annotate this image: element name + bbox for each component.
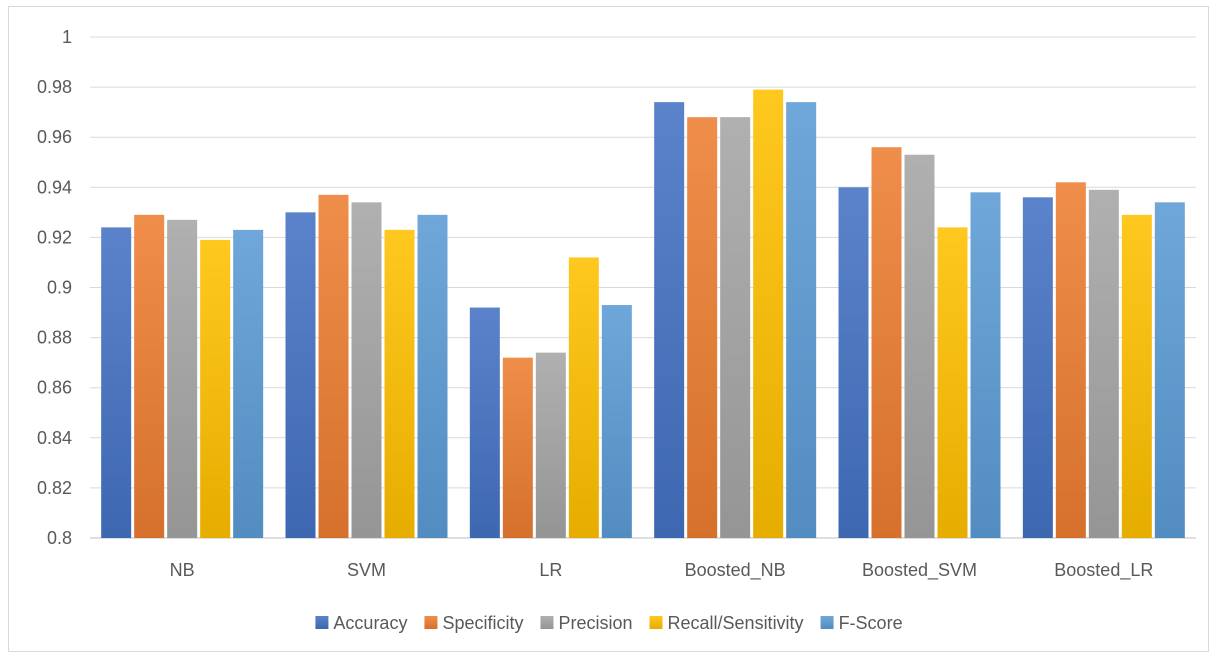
x-tick-label: SVM: [347, 560, 386, 580]
bar-accuracy-boosted-lr: [1022, 197, 1053, 538]
bar-f-score-lr: [601, 305, 632, 538]
bar-precision-lr: [535, 352, 566, 538]
bar-accuracy-boosted-nb: [654, 102, 685, 538]
bar-recall-sensitivity-lr: [568, 257, 599, 538]
x-tick-label: NB: [170, 560, 195, 580]
legend-swatch: [424, 616, 438, 629]
bar-precision-nb: [167, 219, 198, 539]
bar-specificity-boosted-svm: [871, 147, 902, 538]
legend-swatch: [820, 616, 834, 629]
gridlines: [90, 36, 1196, 539]
legend-swatch: [649, 616, 663, 629]
x-axis-ticks: NB SVM LR Boosted_NB Boosted_SVM Boosted_LR: [170, 560, 1154, 581]
bar-recall-sensitivity-boosted-lr: [1121, 214, 1152, 539]
bar-specificity-boosted-nb: [687, 117, 718, 538]
bar-specificity-boosted-lr: [1055, 182, 1086, 539]
bar-specificity-svm: [318, 194, 349, 538]
bar-specificity-nb: [134, 214, 165, 539]
bar-precision-boosted-lr: [1088, 189, 1119, 538]
legend-swatch: [540, 616, 554, 629]
bar-f-score-boosted-nb: [786, 102, 817, 538]
bar-f-score-boosted-svm: [970, 192, 1001, 538]
bar-recall-sensitivity-boosted-nb: [753, 89, 784, 538]
bar-accuracy-svm: [285, 212, 316, 538]
bar-specificity-lr: [502, 357, 533, 538]
legend-swatch: [315, 616, 329, 629]
bar-accuracy-boosted-svm: [838, 187, 869, 539]
x-tick-label: Boosted_LR: [1054, 560, 1153, 581]
legend-label: Recall/Sensitivity: [668, 613, 804, 633]
bar-precision-boosted-nb: [720, 117, 751, 538]
bar-f-score-nb: [233, 229, 264, 538]
bar-recall-sensitivity-svm: [384, 229, 415, 538]
legend: Accuracy Specificity Precision Recall/Sensi…: [315, 613, 903, 633]
legend-label: Specificity: [442, 613, 523, 633]
y-tick-label: 0.94: [37, 177, 72, 197]
bar-recall-sensitivity-boosted-svm: [937, 227, 968, 538]
y-tick-label: 1: [62, 27, 72, 47]
bar-precision-svm: [351, 202, 382, 538]
y-axis-ticks: 0.8 0.82 0.84 0.86 0.88 0.9 0.92 0.94 0.96 0.98 1: [37, 27, 72, 548]
legend-label: F-Score: [839, 613, 903, 633]
y-tick-label: 0.82: [37, 478, 72, 498]
legend-label: Precision: [558, 613, 632, 633]
x-tick-label: LR: [539, 560, 562, 580]
bar-precision-boosted-svm: [904, 154, 935, 539]
y-tick-label: 0.98: [37, 77, 72, 97]
y-tick-label: 0.86: [37, 378, 72, 398]
bar-accuracy-lr: [469, 307, 500, 538]
legend-label: Accuracy: [333, 613, 407, 633]
x-tick-label: Boosted_NB: [685, 560, 786, 581]
bars: [101, 89, 1185, 539]
bar-f-score-boosted-lr: [1154, 202, 1185, 538]
y-tick-label: 0.8: [47, 528, 72, 548]
bar-f-score-svm: [417, 214, 448, 539]
y-tick-label: 0.96: [37, 127, 72, 147]
x-tick-label: Boosted_SVM: [862, 560, 977, 581]
y-tick-label: 0.9: [47, 278, 72, 298]
y-tick-label: 0.92: [37, 227, 72, 247]
y-tick-label: 0.84: [37, 428, 72, 448]
y-tick-label: 0.88: [37, 328, 72, 348]
bar-recall-sensitivity-nb: [200, 239, 231, 538]
bar-accuracy-nb: [101, 227, 132, 538]
